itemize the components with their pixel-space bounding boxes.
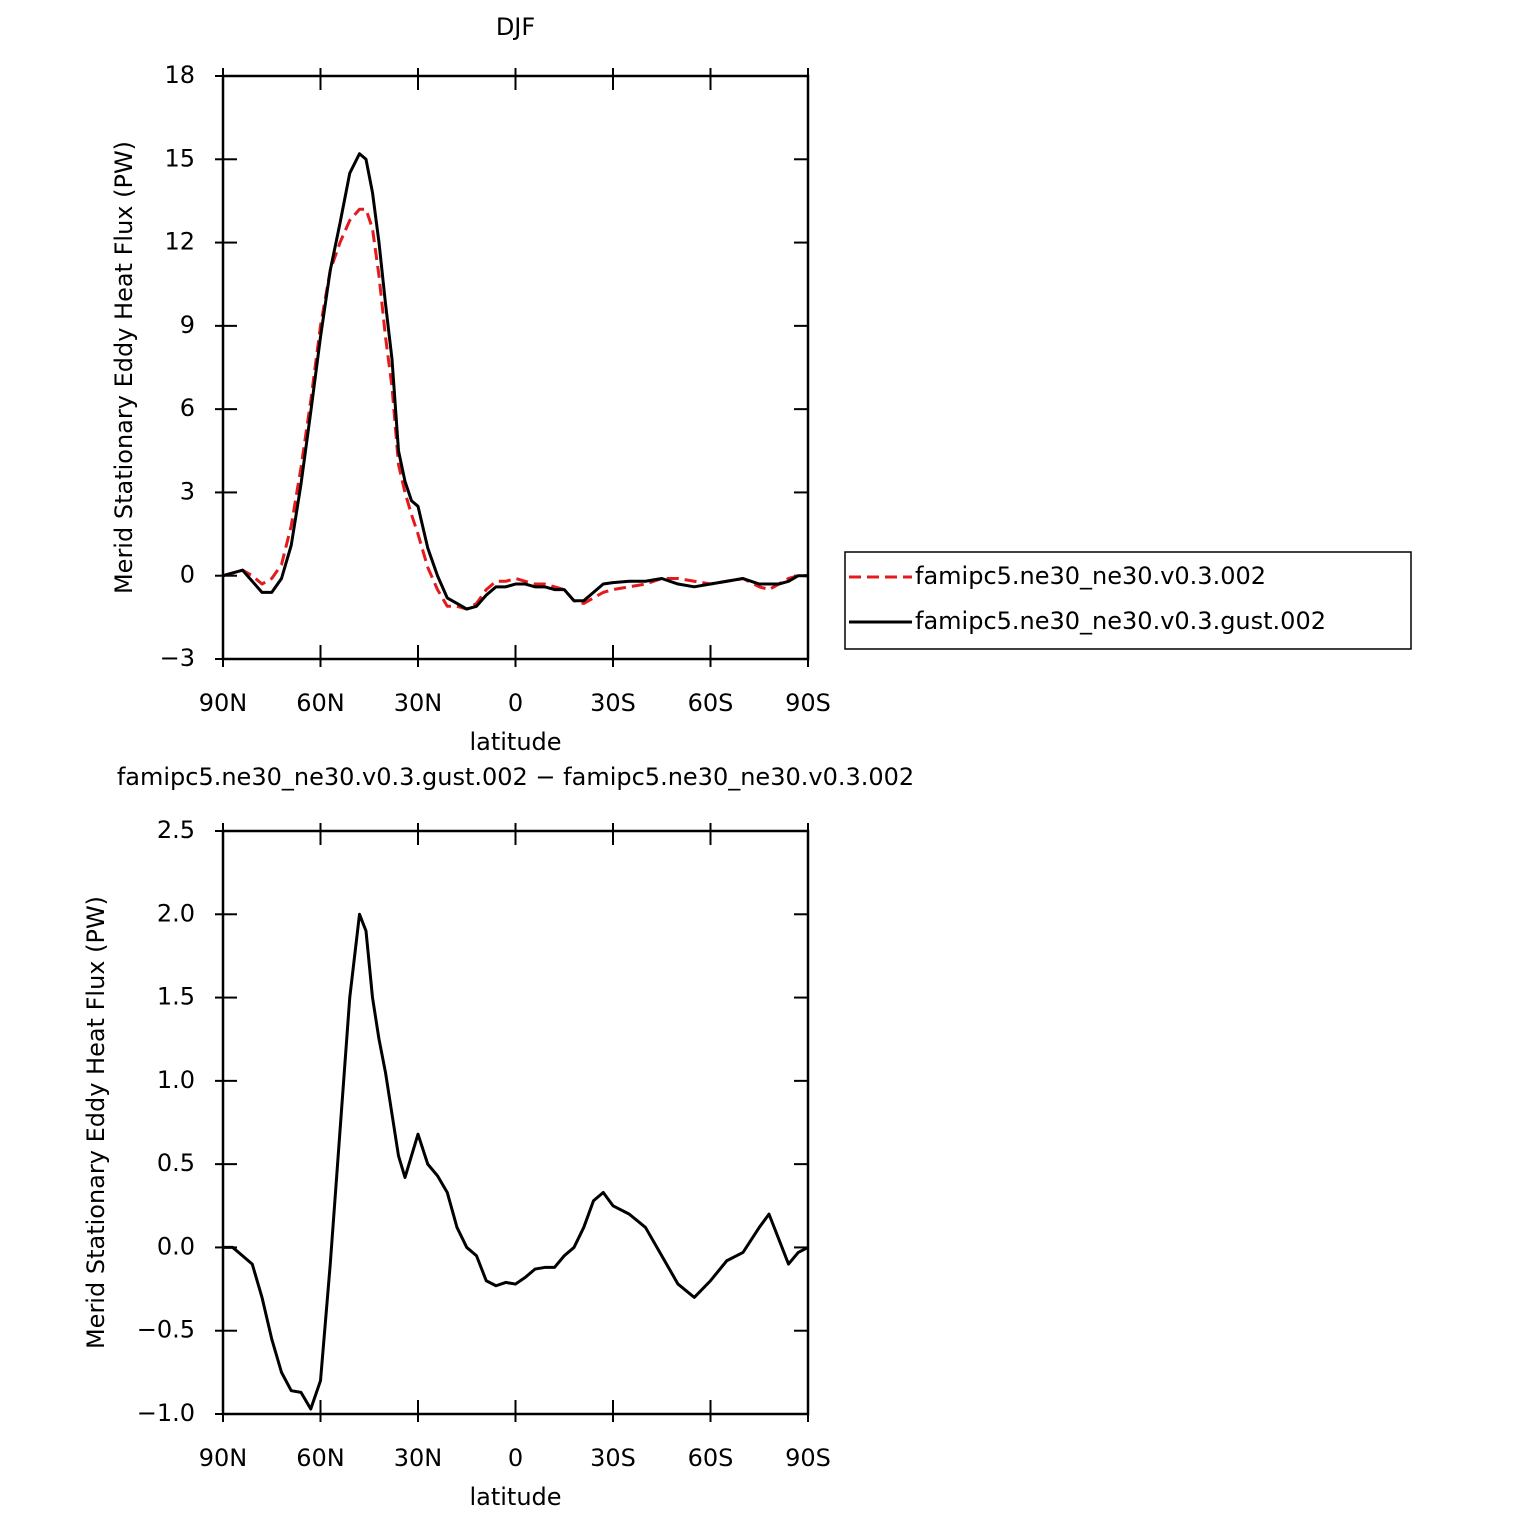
y-tick-label: 0.5 — [157, 1149, 195, 1177]
y-tick-label: 2.5 — [157, 816, 195, 844]
y-tick-label: 1.0 — [157, 1066, 195, 1094]
y-axis-label: Merid Stationary Eddy Heat Flux (PW) — [110, 141, 138, 594]
x-axis-label: latitude — [469, 1483, 561, 1511]
y-tick-label: −1.0 — [137, 1399, 195, 1427]
y-tick-label: 9 — [180, 311, 195, 339]
y-tick-label: −0.5 — [137, 1316, 195, 1344]
x-tick-label: 60S — [688, 1444, 734, 1472]
y-tick-label: 15 — [164, 144, 195, 172]
x-tick-label: 60S — [688, 689, 734, 717]
x-tick-label: 60N — [296, 1444, 345, 1472]
x-tick-label: 90N — [199, 689, 248, 717]
legend-box — [844, 551, 1412, 650]
x-tick-label: 90S — [785, 1444, 831, 1472]
data-line — [223, 912, 809, 1411]
y-tick-label: −3 — [160, 644, 195, 672]
plot-frame — [221, 74, 810, 661]
y-tick-label: 18 — [164, 61, 195, 89]
x-tick-label: 30S — [590, 689, 636, 717]
legend-label: famipc5.ne30_ne30.v0.3.gust.002 — [915, 607, 1326, 635]
x-axis-label: latitude — [469, 728, 561, 756]
data-line — [222, 152, 808, 611]
x-tick-label: 30S — [590, 1444, 636, 1472]
y-tick-label: 2.0 — [157, 899, 195, 927]
y-tick-label: 0 — [180, 561, 195, 589]
x-tick-label: 30N — [394, 1444, 443, 1472]
x-tick-label: 90N — [199, 1444, 248, 1472]
y-tick-label: 0.0 — [157, 1232, 195, 1260]
x-tick-label: 90S — [785, 689, 831, 717]
y-tick-label: 6 — [180, 394, 195, 422]
y-tick-label: 1.5 — [157, 983, 195, 1011]
x-tick-label: 60N — [296, 689, 345, 717]
plot-frame — [221, 829, 810, 1416]
x-tick-label: 0 — [508, 1444, 523, 1472]
chart-title: DJF — [496, 13, 535, 41]
y-tick-label: 12 — [164, 228, 195, 256]
y-axis-label: Merid Stationary Eddy Heat Flux (PW) — [82, 896, 110, 1349]
x-tick-label: 0 — [508, 689, 523, 717]
x-tick-label: 30N — [394, 689, 443, 717]
legend-label: famipc5.ne30_ne30.v0.3.002 — [915, 562, 1266, 590]
y-tick-label: 3 — [180, 477, 195, 505]
chart-title: famipc5.ne30_ne30.v0.3.gust.002 − famipc… — [117, 763, 914, 791]
